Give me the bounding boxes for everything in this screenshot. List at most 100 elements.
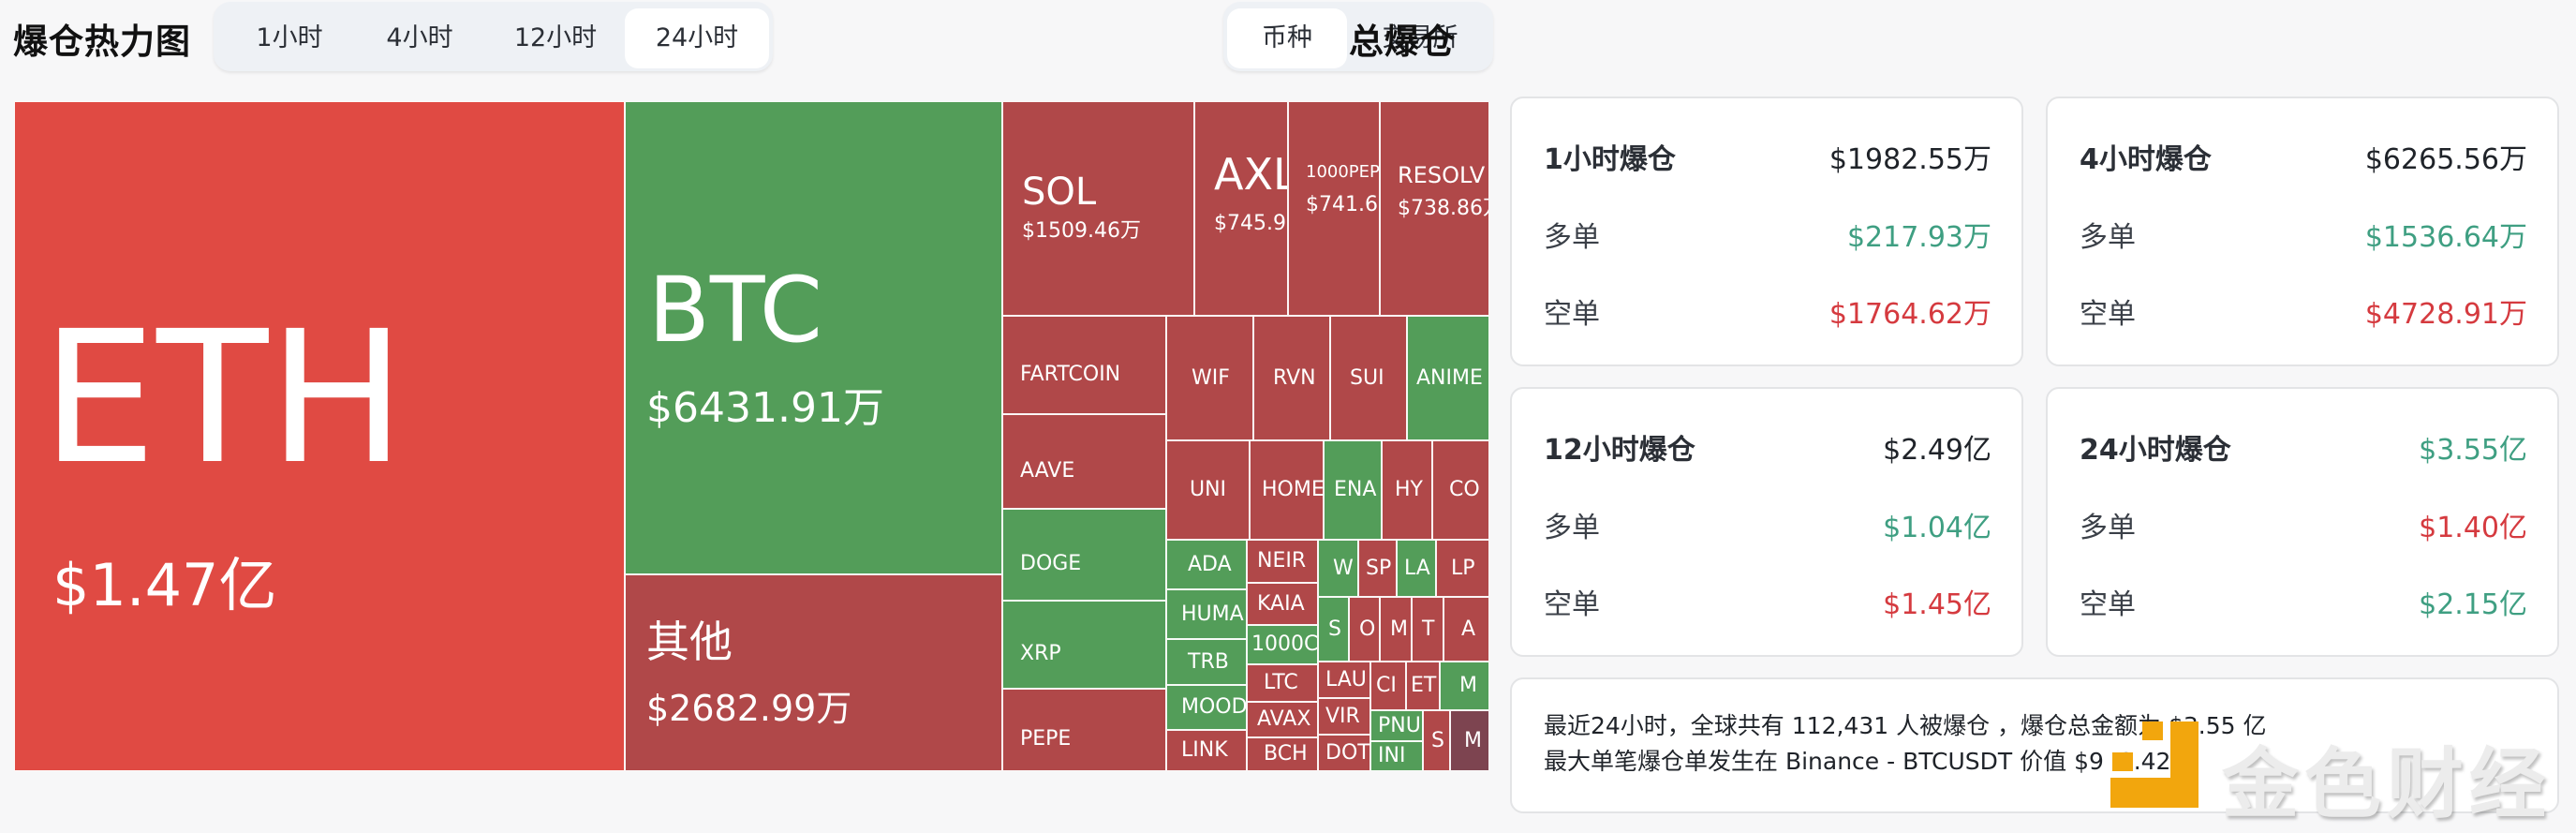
summary-line-largest: 最大单笔爆仓单发生在 Binance - BTCUSDT 价值 $9 8.42万 <box>1544 748 2195 775</box>
treemap-tile-aave[interactable]: AAVE <box>1002 414 1166 509</box>
treemap-tile-wif[interactable]: WIF <box>1166 316 1253 440</box>
treemap-tile-dot[interactable]: DOT <box>1318 735 1370 771</box>
short-amount: $1764.62万 <box>1828 298 1991 331</box>
tile-symbol: M <box>1464 728 1482 752</box>
treemap-tile-anime[interactable]: ANIME <box>1407 316 1489 440</box>
tile-symbol: VIR <box>1325 704 1360 728</box>
treemap-tile-home[interactable]: HOME <box>1250 440 1324 540</box>
treemap-tile-neir[interactable]: NEIR <box>1247 540 1318 583</box>
treemap-tile-et[interactable]: ET <box>1406 662 1440 710</box>
tile-symbol: RVN <box>1273 365 1316 390</box>
treemap-tile-pepe[interactable]: PEPE <box>1002 689 1166 771</box>
treemap-tile-ini[interactable]: INI <box>1370 741 1423 771</box>
long-label: 多单 <box>1544 512 1600 544</box>
total-label: 12小时爆仓 <box>1544 434 1695 467</box>
tile-symbol: SUI <box>1350 365 1384 390</box>
treemap-tile-o[interactable]: O <box>1349 597 1380 662</box>
total-label: 1小时爆仓 <box>1544 143 1676 176</box>
tile-symbol: LINK <box>1181 738 1228 762</box>
short-label: 空单 <box>2080 298 2136 331</box>
treemap-tile-s[interactable]: S <box>1318 597 1349 662</box>
treemap-tile-hy[interactable]: HY <box>1382 440 1432 540</box>
tile-symbol: ENA <box>1334 478 1377 501</box>
short-label: 空单 <box>2080 588 2136 621</box>
treemap-tile-huma[interactable]: HUMA <box>1166 589 1247 639</box>
row-short: 空单 $1.45亿 <box>1544 585 1991 626</box>
treemap-tile-co[interactable]: CO <box>1432 440 1489 540</box>
tile-symbol: BCH <box>1264 742 1308 766</box>
treemap-tile-link[interactable]: LINK <box>1166 730 1247 771</box>
tab-1h[interactable]: 1小时 <box>256 23 323 52</box>
treemap-tile-axl[interactable]: AXL $745.90万 <box>1194 101 1288 316</box>
long-amount: $1536.64万 <box>2364 221 2527 254</box>
treemap-tile-mood[interactable]: MOOD <box>1166 685 1247 730</box>
treemap-tile-trb[interactable]: TRB <box>1166 639 1247 685</box>
tile-symbol: KAIA <box>1257 591 1305 616</box>
tile-symbol: HUMA <box>1181 602 1244 626</box>
treemap-tile-t[interactable]: T <box>1412 597 1443 662</box>
treemap-tile-doge[interactable]: DOGE <box>1002 509 1166 601</box>
treemap-tile-avax[interactable]: AVAX <box>1247 702 1318 737</box>
total-amount: $6265.56万 <box>2364 143 2527 176</box>
tile-symbol: BTC <box>648 258 822 363</box>
treemap-tile-1000c[interactable]: 1000C <box>1247 625 1318 664</box>
treemap-tile-s[interactable]: S <box>1423 710 1450 771</box>
tab-12h[interactable]: 12小时 <box>513 23 598 52</box>
tile-symbol: A <box>1461 617 1476 641</box>
long-label: 多单 <box>2080 512 2136 544</box>
row-long: 多单 $1536.64万 <box>2080 217 2527 259</box>
treemap-tile-vir[interactable]: VIR <box>1318 698 1370 735</box>
treemap-tile-ci[interactable]: CI <box>1370 662 1406 710</box>
treemap-tile-m[interactable]: M <box>1380 597 1412 662</box>
treemap-tile-ada[interactable]: ADA <box>1166 540 1247 589</box>
tile-symbol: RESOLV <box>1398 162 1486 188</box>
treemap-tile-lp[interactable]: LP <box>1436 540 1489 597</box>
treemap-tile-sui[interactable]: SUI <box>1330 316 1407 440</box>
tile-symbol: HOME <box>1262 478 1324 501</box>
tab-exchange[interactable]: 交易所 <box>1382 23 1458 52</box>
short-amount: $2.15亿 <box>2419 588 2527 621</box>
treemap-tile-lau[interactable]: LAU <box>1318 662 1370 698</box>
treemap-tile-btc[interactable]: BTC $6431.91万 <box>625 101 1002 574</box>
tile-symbol: LTC <box>1264 671 1298 694</box>
tile-symbol: SOL <box>1022 171 1097 214</box>
treemap-tile-m[interactable]: M <box>1450 710 1489 771</box>
long-label: 多单 <box>2080 221 2136 254</box>
tab-4h[interactable]: 4小时 <box>386 23 453 52</box>
tile-symbol: AVAX <box>1257 707 1311 731</box>
tile-symbol: XRP <box>1020 642 1061 665</box>
tile-symbol: ADA <box>1188 552 1232 576</box>
tile-symbol: PEPE <box>1020 727 1072 751</box>
treemap-tile-eth[interactable]: ETH $1.47亿 <box>14 101 625 771</box>
treemap-tile-a[interactable]: A <box>1443 597 1489 662</box>
treemap-tile-kaia[interactable]: KAIA <box>1247 583 1318 625</box>
treemap-tile-w[interactable]: W <box>1318 540 1358 597</box>
treemap-tile-uni[interactable]: UNI <box>1166 440 1250 540</box>
summary-card-1h: 1小时爆仓 $1982.55万 多单 $217.93万 空单 $1764.62万 <box>1510 97 2023 366</box>
treemap-tile-resolv[interactable]: RESOLV $738.86万 <box>1380 101 1489 316</box>
tile-symbol: FARTCOIN <box>1020 363 1121 386</box>
treemap-tile-pnu[interactable]: PNU <box>1370 710 1423 741</box>
tile-symbol: WIF <box>1192 365 1230 390</box>
tile-symbol: ET <box>1411 674 1437 697</box>
tab-coin[interactable]: 币种 <box>1227 8 1347 68</box>
treemap-tile-ena[interactable]: ENA <box>1324 440 1382 540</box>
tile-value: $745.90万 <box>1214 212 1287 235</box>
tile-symbol: ETH <box>41 291 406 504</box>
treemap-tile-xrp[interactable]: XRP <box>1002 601 1166 689</box>
treemap-tile-bch[interactable]: BCH <box>1247 737 1318 771</box>
treemap-tile-m[interactable]: M <box>1440 662 1489 710</box>
treemap-tile-rvn[interactable]: RVN <box>1253 316 1330 440</box>
treemap-tile-其他[interactable]: 其他 $2682.99万 <box>625 574 1002 771</box>
treemap-tile-la[interactable]: LA <box>1397 540 1436 597</box>
treemap-tile-sp[interactable]: SP <box>1358 540 1397 597</box>
long-label: 多单 <box>1544 221 1600 254</box>
tab-24h[interactable]: 24小时 <box>625 8 769 68</box>
long-amount: $1.40亿 <box>2419 512 2527 544</box>
treemap-tile-ltc[interactable]: LTC <box>1247 664 1318 702</box>
treemap-tile-fartcoin[interactable]: FARTCOIN <box>1002 316 1166 414</box>
tile-symbol: ANIME <box>1416 365 1483 390</box>
treemap-tile-1000pepe[interactable]: 1000PEPE $741.64万 <box>1288 101 1380 316</box>
treemap-tile-sol[interactable]: SOL $1509.46万 <box>1002 101 1194 316</box>
tile-symbol: CO <box>1449 478 1480 501</box>
